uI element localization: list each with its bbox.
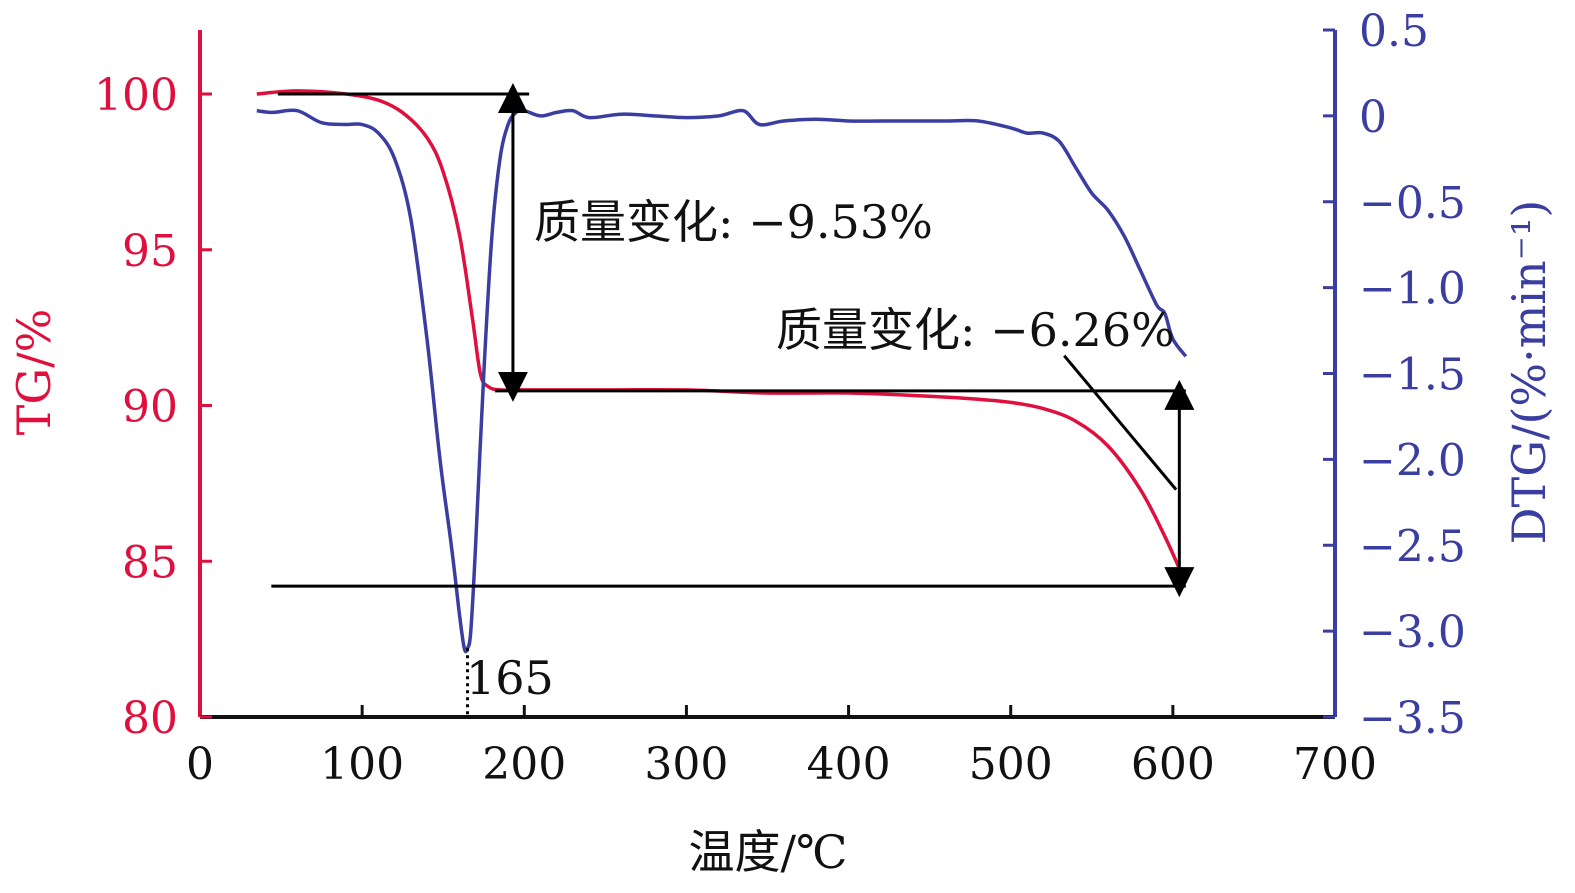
x-tick-label: 400 xyxy=(807,739,891,790)
annotation-labels: 质量变化: −9.53% 质量变化: −6.26% 165 xyxy=(466,195,1175,705)
y-left-tick-label: 90 xyxy=(122,382,178,433)
annotation-leader-line xyxy=(1063,354,1178,491)
y-right-tick-label: −2.0 xyxy=(1359,435,1466,486)
y-left-tick-label: 80 xyxy=(122,693,178,744)
x-tick-label: 100 xyxy=(320,739,404,790)
y-right-tick-label: −0.5 xyxy=(1359,178,1466,229)
x-tick-label: 600 xyxy=(1131,739,1215,790)
annotation-mass-change-1: 质量变化: −9.53% xyxy=(534,195,933,249)
y-left-axis-title: TG/% xyxy=(7,309,61,436)
y-right-tick-label: −1.0 xyxy=(1359,264,1466,315)
y-right-tick-label: −2.5 xyxy=(1359,521,1466,572)
annotation-mass-change-2: 质量变化: −6.26% xyxy=(776,303,1175,357)
x-tick-label: 700 xyxy=(1293,739,1377,790)
y-left-tick-label: 85 xyxy=(122,537,178,588)
x-tick-label: 0 xyxy=(186,739,214,790)
axis-titles: 温度/℃ TG/% DTG/(%·min⁻¹) xyxy=(7,200,1556,879)
y-left-tick-label: 100 xyxy=(94,70,178,121)
x-tick-label: 500 xyxy=(969,739,1053,790)
series-layer xyxy=(256,89,1188,654)
y-right-tick-label: 0.5 xyxy=(1359,6,1429,57)
x-tick-label: 300 xyxy=(644,739,728,790)
axes-layer xyxy=(198,30,1337,719)
annotation-peak-165: 165 xyxy=(466,651,554,705)
x-axis-title: 温度/℃ xyxy=(689,825,848,879)
tick-layer: 0 100 200 300 400 500 600 700 80 85 90 95 100 0.5 0 −0.… xyxy=(94,6,1466,790)
y-right-tick-label: −1.5 xyxy=(1359,350,1466,401)
y-right-tick-label: 0 xyxy=(1359,92,1387,143)
y-right-tick-label: −3.0 xyxy=(1359,607,1466,658)
y-right-tick-label: −3.5 xyxy=(1359,693,1466,744)
annotation-layer xyxy=(271,83,1195,717)
y-right-axis-title: DTG/(%·min⁻¹) xyxy=(1502,200,1556,545)
y-left-tick-label: 95 xyxy=(122,226,178,277)
x-tick-label: 200 xyxy=(482,739,566,790)
dtg-series-line xyxy=(256,108,1188,654)
